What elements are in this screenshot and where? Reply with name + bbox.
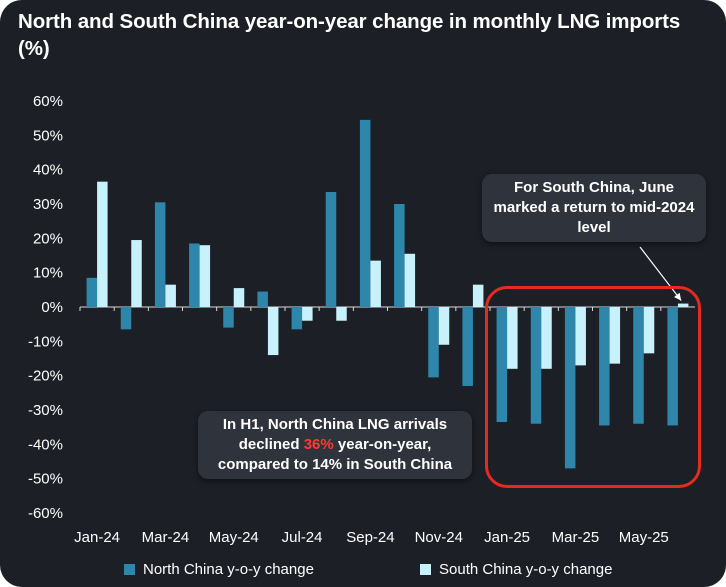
bar-south-china <box>131 240 142 307</box>
legend-item-north: North China y-o-y change <box>124 561 314 578</box>
y-tick-label: -20% <box>28 368 63 385</box>
y-tick-label: 0% <box>41 299 63 316</box>
y-tick-label: 20% <box>33 230 63 247</box>
bar-south-china <box>438 307 450 345</box>
x-tick-label: Nov-24 <box>415 529 463 546</box>
bar-north-china <box>667 307 678 426</box>
legend-swatch-north <box>124 564 135 575</box>
legend-item-south: South China y-o-y change <box>420 561 612 578</box>
bar-south-china <box>404 253 416 307</box>
x-tick-label: Mar-25 <box>552 529 600 546</box>
bar-north-china <box>496 307 508 423</box>
annotation-h1-highlight: 36% <box>303 436 334 453</box>
bar-south-china <box>302 307 313 321</box>
bar-south-china <box>336 307 347 321</box>
bar-north-china <box>564 307 576 469</box>
y-tick-label: 40% <box>33 162 63 179</box>
bar-north-china <box>394 204 405 307</box>
bar-north-china <box>86 277 98 307</box>
bar-south-china <box>472 284 484 307</box>
highlight-box-2025 <box>485 286 701 488</box>
x-tick-label: May-24 <box>209 529 259 546</box>
legend-label-north: North China y-o-y change <box>143 561 314 578</box>
y-tick-label: 10% <box>33 265 63 282</box>
y-tick-label: -60% <box>28 505 63 522</box>
y-tick-label: -30% <box>28 402 63 419</box>
bar-south-china <box>575 307 586 366</box>
bar-south-china <box>97 181 108 307</box>
y-tick-label: -10% <box>28 333 63 350</box>
bar-north-china <box>291 307 303 330</box>
bar-north-china <box>462 307 473 386</box>
x-tick-label: Jan-25 <box>484 529 530 546</box>
bar-south-china <box>165 284 176 307</box>
legend-label-south: South China y-o-y change <box>439 561 613 578</box>
bar-north-china <box>189 243 200 307</box>
bar-south-china <box>541 307 552 369</box>
bar-north-china <box>325 191 337 307</box>
x-tick-label: May-25 <box>619 529 669 546</box>
bar-north-china <box>223 307 234 328</box>
bar-north-china <box>428 307 439 378</box>
bar-north-china <box>154 202 166 307</box>
bar-north-china <box>633 307 644 424</box>
bar-south-china <box>267 307 279 356</box>
bar-south-china <box>507 307 518 369</box>
bar-south-china <box>233 288 245 307</box>
x-tick-label: Sep-24 <box>346 529 394 546</box>
legend: North China y-o-y change South China y-o… <box>0 561 726 581</box>
bar-north-china <box>120 307 132 330</box>
bar-north-china <box>599 307 610 426</box>
annotation-h1-summary: In H1, North China LNG arrivals declined… <box>198 411 472 479</box>
y-tick-label: 30% <box>33 196 63 213</box>
bar-north-china <box>257 291 268 307</box>
annotation-h1-prefix: In H1, North China LNG arrivals declined <box>222 416 448 453</box>
bar-north-china <box>359 119 371 307</box>
bar-south-china <box>370 260 381 307</box>
x-tick-label: Mar-24 <box>142 529 190 546</box>
x-tick-label: Jan-24 <box>74 529 120 546</box>
y-tick-label: 50% <box>33 127 63 144</box>
y-tick-label: -50% <box>28 471 63 488</box>
annotation-june: For South China, June marked a return to… <box>482 174 706 242</box>
x-tick-label: Jul-24 <box>282 529 323 546</box>
y-tick-label: 60% <box>33 93 63 110</box>
chart-title: North and South China year-on-year chang… <box>18 10 681 60</box>
bar-south-china <box>199 245 211 307</box>
annotation-arrow <box>639 246 682 301</box>
annotation-h1-suffix: year-on-year, compared to 14% in South C… <box>217 436 453 473</box>
bar-north-china <box>530 307 542 424</box>
bar-south-china <box>609 307 621 364</box>
bar-south-china <box>643 307 655 354</box>
y-tick-label: -40% <box>28 436 63 453</box>
legend-swatch-south <box>420 564 431 575</box>
